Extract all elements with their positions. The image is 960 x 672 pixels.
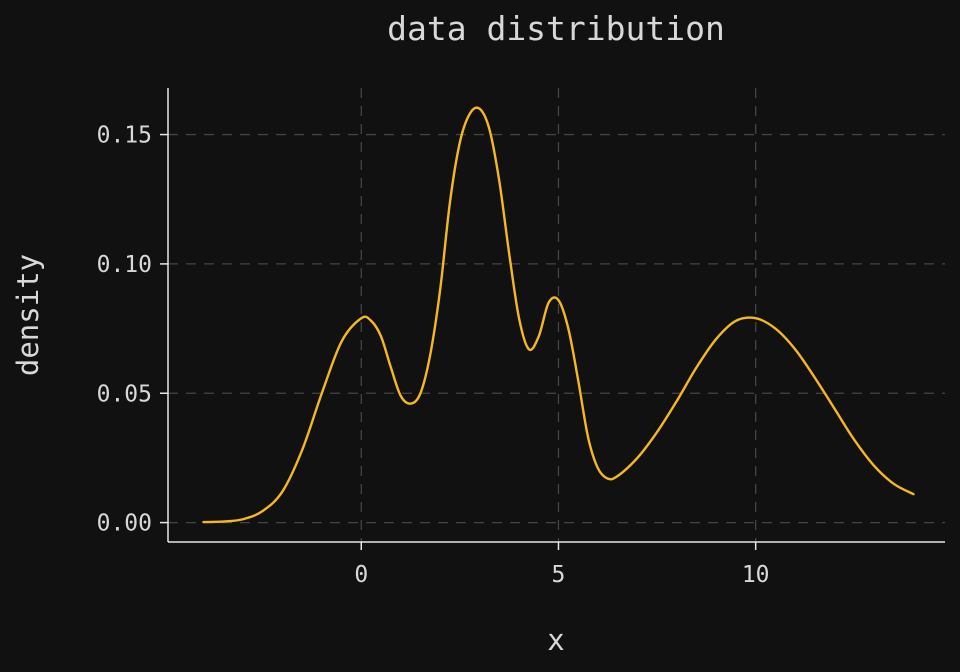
x-tick-label: 0 <box>354 562 368 588</box>
y-tick-label: 0.10 <box>97 252 152 278</box>
y-tick-label: 0.15 <box>97 123 152 149</box>
axis-ticks: 0 5 10 0.00 0.05 0.10 0.15 <box>97 123 770 588</box>
y-axis-label: density <box>11 254 45 376</box>
y-tick-label: 0.00 <box>97 511 152 537</box>
density-curve <box>202 106 915 524</box>
chart-title: data distribution <box>387 9 725 48</box>
y-tick-label: 0.05 <box>97 381 152 407</box>
x-tick-label: 10 <box>742 562 770 588</box>
x-axis-label: x <box>547 623 564 657</box>
x-tick-label: 5 <box>552 562 566 588</box>
series-layer <box>202 106 915 524</box>
grid-lines <box>168 88 945 542</box>
